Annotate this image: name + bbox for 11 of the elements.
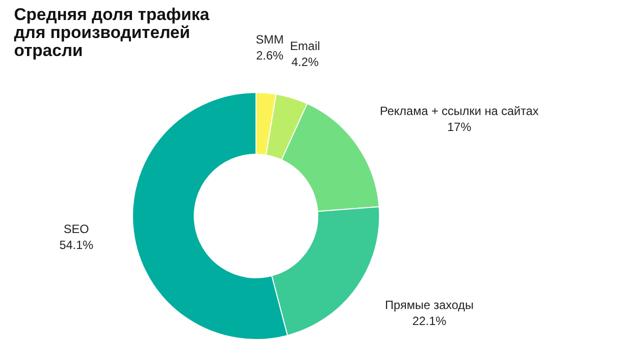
data-label: 17% (447, 120, 472, 134)
slice-label: Прямые заходы (385, 298, 474, 312)
slice-label: SMM (256, 32, 284, 46)
data-label: 22.1% (412, 314, 447, 328)
slice-label: Email (290, 39, 320, 54)
slice-label: SEO (64, 222, 89, 236)
data-label: 54.1% (59, 238, 94, 252)
data-label: 2.6% (256, 48, 284, 62)
slice-label: Реклама + ссылки на сайтах (380, 104, 539, 118)
data-label: 4.2% (291, 55, 320, 70)
chart-title: Средняя доля трафика для производителей отрасли (14, 5, 210, 60)
